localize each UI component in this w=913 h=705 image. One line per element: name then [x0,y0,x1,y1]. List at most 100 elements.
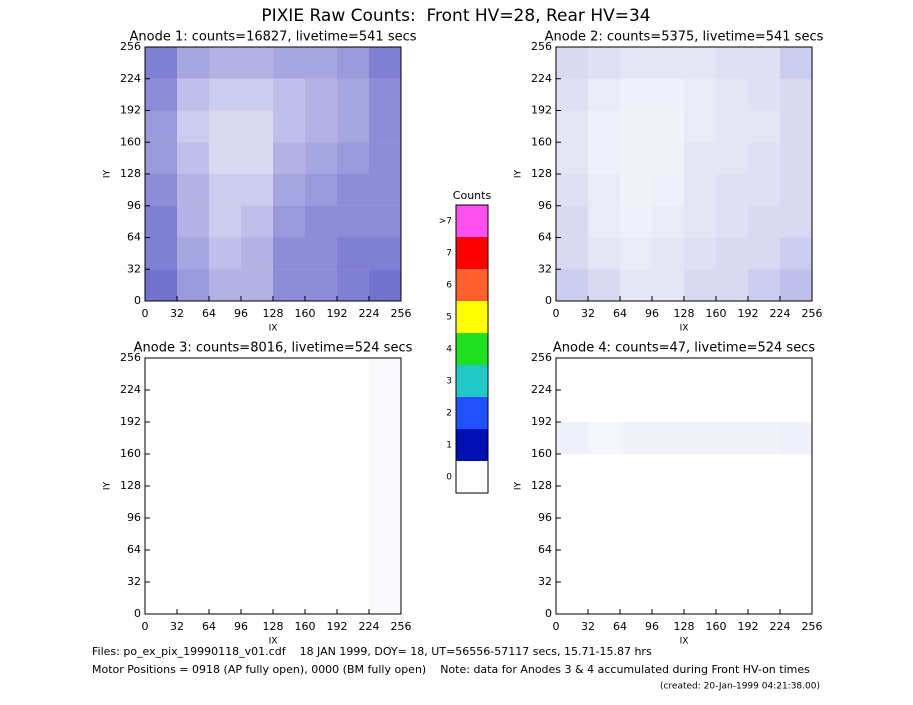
cell [209,78,241,111]
x-tick-label: 224 [770,620,791,633]
cell [273,358,305,390]
cell [588,174,620,206]
cell [177,237,209,270]
cell [556,78,588,111]
cell [209,550,241,582]
cell [273,110,305,143]
y-tick-label: 192 [531,415,552,428]
panel-title: Anode 1: counts=16827, livetime=541 secs [129,30,416,45]
cell [305,454,337,486]
cell [620,518,652,550]
x-tick-label: 96 [645,620,659,633]
y-tick-label: 32 [127,262,141,275]
cell [748,205,780,238]
cell [748,142,780,174]
y-tick-label: 128 [120,479,141,492]
x-tick-label: 96 [234,307,248,320]
footer-line: (created: 20-Jan-1999 04:21:38.00) [660,682,820,692]
cell [209,358,241,390]
x-tick-label: 256 [802,620,823,633]
cell [273,78,305,111]
cell [241,174,273,206]
cell [177,78,209,111]
x-tick-label: 32 [170,307,184,320]
cell [145,422,177,454]
y-tick-label: 0 [545,294,552,307]
cell [177,205,209,238]
colorbar-label: 7 [446,249,452,259]
cell [305,237,337,270]
cell [273,142,305,174]
cell [241,422,273,454]
x-tick-label: 256 [391,307,412,320]
cell [588,110,620,143]
cell [209,142,241,174]
x-axis-label: IX [680,637,689,647]
cell [684,422,716,454]
y-tick-label: 32 [127,575,141,588]
cell [273,269,305,301]
colorbar-swatch [456,301,488,333]
colorbar-label: 5 [446,313,452,323]
x-tick-label: 0 [553,620,560,633]
y-tick-label: 0 [545,607,552,620]
cell [305,78,337,111]
cell [748,269,780,301]
cell [716,550,748,582]
cell [369,174,401,206]
y-tick-label: 32 [538,262,552,275]
x-tick-label: 128 [263,307,284,320]
cell [588,486,620,518]
cell [177,47,209,79]
cell [684,486,716,518]
x-tick-label: 224 [359,307,380,320]
cell [716,518,748,550]
cell [241,47,273,79]
cell [556,582,588,614]
x-tick-label: 0 [553,307,560,320]
cell [241,390,273,422]
cell [684,110,716,143]
cell [716,78,748,111]
cell [556,550,588,582]
cell [588,47,620,79]
cell [780,486,812,518]
cell [369,518,401,550]
cell [588,142,620,174]
x-tick-label: 256 [391,620,412,633]
y-tick-label: 256 [531,351,552,364]
cell [588,518,620,550]
cell [209,110,241,143]
y-tick-label: 64 [127,543,141,556]
cell [684,174,716,206]
x-axis-label: IX [269,637,278,647]
x-tick-label: 160 [295,620,316,633]
y-tick-label: 160 [531,135,552,148]
cell [305,486,337,518]
cell [780,454,812,486]
footer-line: Files: po_ex_pix_19990118_v01.cdf 18 JAN… [92,645,652,658]
cell [369,582,401,614]
cell [748,486,780,518]
cell [716,237,748,270]
cell [177,582,209,614]
cell [241,205,273,238]
cell [588,422,620,454]
cell [684,582,716,614]
cell [145,454,177,486]
cell [620,269,652,301]
cell [305,47,337,79]
cell [556,422,588,454]
cell [716,390,748,422]
cell [273,174,305,206]
x-tick-label: 224 [359,620,380,633]
colorbar-swatch [456,269,488,301]
colorbar-title: Counts [453,189,492,202]
cell [305,422,337,454]
cell [145,78,177,111]
x-tick-label: 128 [263,620,284,633]
cell [748,454,780,486]
cell [620,237,652,270]
x-tick-label: 192 [327,307,348,320]
y-tick-label: 32 [538,575,552,588]
